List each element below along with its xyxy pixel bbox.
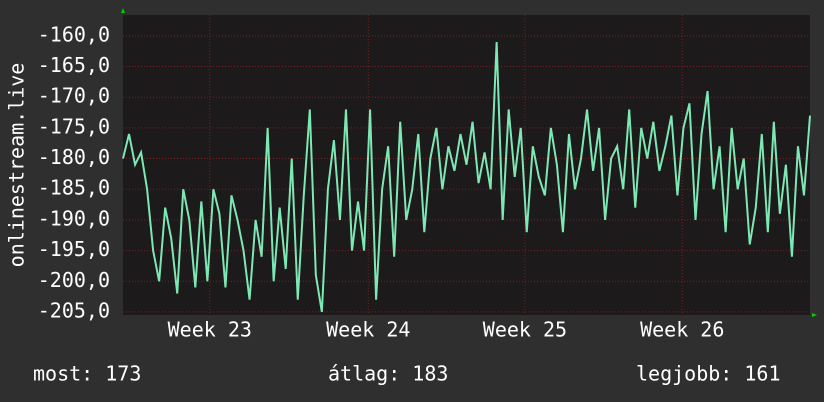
footer-stat: legjobb: 161 — [636, 362, 781, 386]
y-tick-label: -170,0 — [38, 84, 110, 108]
line — [122, 41, 811, 313]
footer-stat: most: 173 — [33, 362, 141, 386]
y-tick-label: -180,0 — [38, 145, 110, 169]
y-tick-label: -160,0 — [38, 22, 110, 46]
footer-stat: átlag: 183 — [328, 362, 448, 386]
axis-arrow — [121, 8, 125, 13]
y-tick-label: -205,0 — [38, 298, 110, 322]
x-tick-label: Week 23 — [168, 318, 252, 342]
x-tick-label: Week 25 — [483, 318, 567, 342]
y-tick-label: -200,0 — [38, 268, 110, 292]
y-axis-label: onlinestream.live — [5, 63, 29, 268]
y-tick-label: -165,0 — [38, 53, 110, 77]
plot-area — [123, 15, 810, 315]
y-tick-label: -195,0 — [38, 237, 110, 261]
y-tick-label: -175,0 — [38, 114, 110, 138]
x-tick-label: Week 26 — [640, 318, 724, 342]
y-tick-label: -190,0 — [38, 206, 110, 230]
axis-arrow — [812, 313, 817, 317]
x-tick-label: Week 24 — [326, 318, 410, 342]
y-tick-label: -185,0 — [38, 176, 110, 200]
